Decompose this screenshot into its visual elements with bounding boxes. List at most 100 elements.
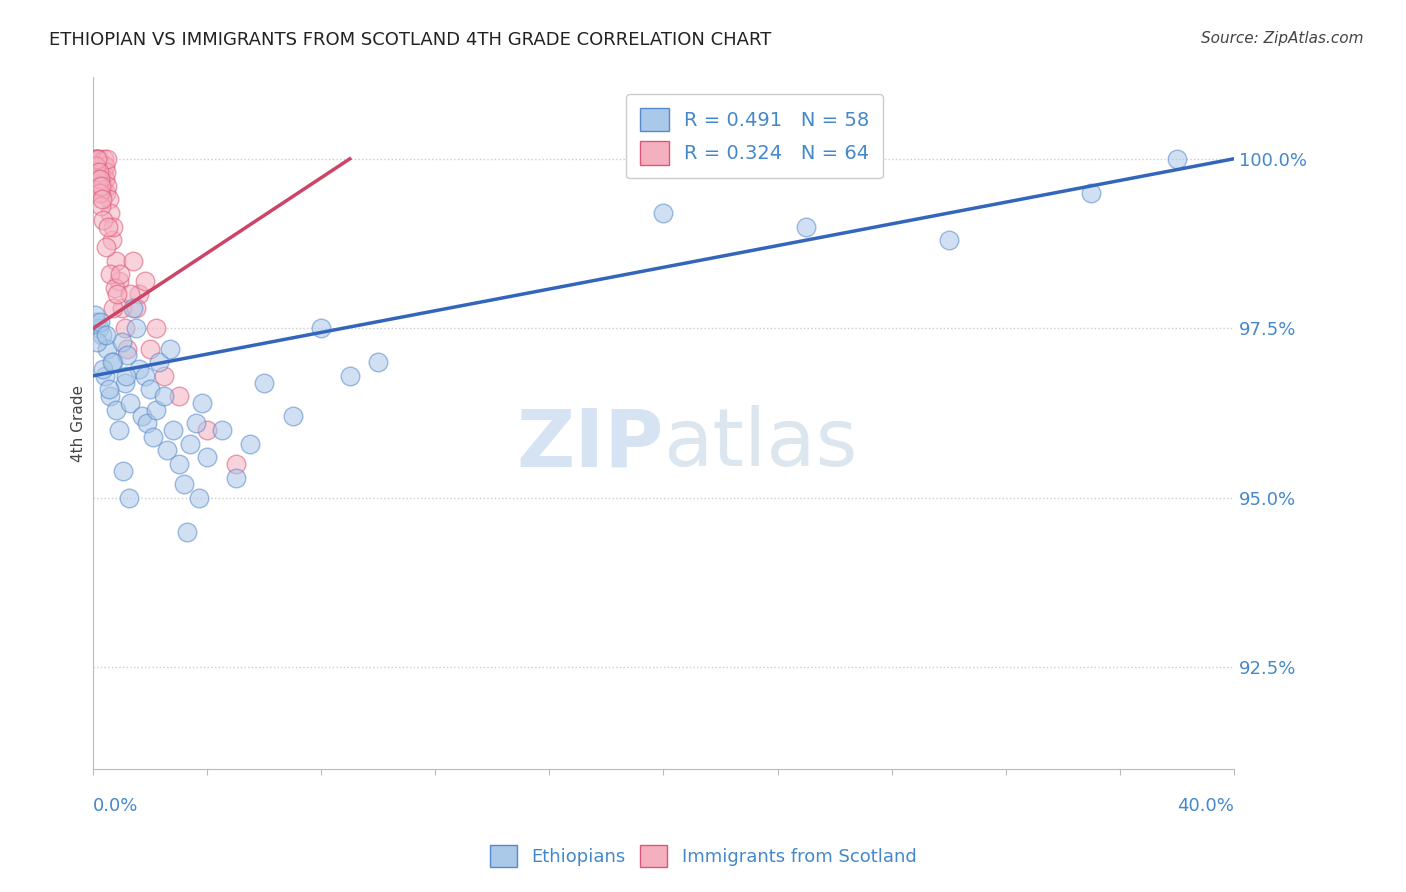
Point <box>94 328 117 343</box>
Point <box>87 172 110 186</box>
Point <box>115 368 138 383</box>
Point <box>195 450 218 465</box>
Point <box>114 376 136 390</box>
Point <box>84 314 107 328</box>
Point <box>96 152 118 166</box>
Point <box>190 396 212 410</box>
Point <box>96 178 118 193</box>
Point <box>87 186 110 200</box>
Text: 40.0%: 40.0% <box>1177 797 1234 814</box>
Point <box>84 165 107 179</box>
Point <box>156 443 179 458</box>
Point <box>105 402 128 417</box>
Point <box>89 152 111 166</box>
Point <box>153 389 176 403</box>
Point <box>1080 186 1102 200</box>
Point <box>311 321 333 335</box>
Point <box>89 178 111 193</box>
Text: 0.0%: 0.0% <box>93 797 139 814</box>
Point <box>134 274 156 288</box>
Point <box>86 152 108 166</box>
Point <box>89 186 111 200</box>
Point <box>652 206 675 220</box>
Point <box>101 219 124 234</box>
Point <box>98 206 121 220</box>
Point <box>89 172 111 186</box>
Point <box>167 389 190 403</box>
Point <box>125 321 148 335</box>
Point <box>94 186 117 200</box>
Point <box>938 233 960 247</box>
Point <box>122 301 145 315</box>
Point <box>90 165 112 179</box>
Point <box>145 321 167 335</box>
Point <box>89 314 111 328</box>
Point <box>167 457 190 471</box>
Point <box>93 368 115 383</box>
Point <box>100 233 122 247</box>
Point <box>195 423 218 437</box>
Point <box>159 342 181 356</box>
Point <box>1166 152 1188 166</box>
Point <box>91 193 114 207</box>
Text: ZIP: ZIP <box>516 405 664 483</box>
Point <box>145 402 167 417</box>
Point <box>87 321 110 335</box>
Point <box>93 152 115 166</box>
Point <box>101 355 124 369</box>
Point <box>89 165 111 179</box>
Point <box>211 423 233 437</box>
Point <box>225 470 247 484</box>
Point <box>122 253 145 268</box>
Point <box>100 355 122 369</box>
Point <box>176 524 198 539</box>
Point <box>83 308 105 322</box>
Legend: Ethiopians, Immigrants from Scotland: Ethiopians, Immigrants from Scotland <box>482 838 924 874</box>
Point <box>120 396 142 410</box>
Point <box>91 178 114 193</box>
Text: Source: ZipAtlas.com: Source: ZipAtlas.com <box>1201 31 1364 46</box>
Point <box>112 464 135 478</box>
Point <box>98 389 121 403</box>
Point <box>86 159 108 173</box>
Point <box>179 436 201 450</box>
Legend: R = 0.491   N = 58, R = 0.324   N = 64: R = 0.491 N = 58, R = 0.324 N = 64 <box>626 94 883 178</box>
Point <box>111 301 134 315</box>
Point <box>90 328 112 343</box>
Point <box>120 287 142 301</box>
Point <box>97 193 120 207</box>
Point <box>239 436 262 450</box>
Point <box>118 491 141 505</box>
Point <box>90 186 112 200</box>
Point <box>367 355 389 369</box>
Point <box>128 362 150 376</box>
Point <box>153 368 176 383</box>
Point <box>87 165 110 179</box>
Point <box>96 165 118 179</box>
Point <box>96 342 118 356</box>
Point <box>91 212 114 227</box>
Point <box>97 219 120 234</box>
Point <box>184 417 207 431</box>
Point <box>128 287 150 301</box>
Point <box>107 287 129 301</box>
Text: ETHIOPIAN VS IMMIGRANTS FROM SCOTLAND 4TH GRADE CORRELATION CHART: ETHIOPIAN VS IMMIGRANTS FROM SCOTLAND 4T… <box>49 31 772 49</box>
Point <box>90 199 112 213</box>
Point <box>114 321 136 335</box>
Point <box>253 376 276 390</box>
Point <box>103 280 125 294</box>
Point <box>94 159 117 173</box>
Point <box>281 409 304 424</box>
Text: atlas: atlas <box>664 405 858 483</box>
Point <box>83 159 105 173</box>
Point <box>134 368 156 383</box>
Point <box>139 342 162 356</box>
Point <box>142 430 165 444</box>
Point <box>86 152 108 166</box>
Point <box>101 301 124 315</box>
Point <box>87 178 110 193</box>
Y-axis label: 4th Grade: 4th Grade <box>72 384 86 462</box>
Point <box>139 383 162 397</box>
Point <box>90 172 112 186</box>
Point <box>173 477 195 491</box>
